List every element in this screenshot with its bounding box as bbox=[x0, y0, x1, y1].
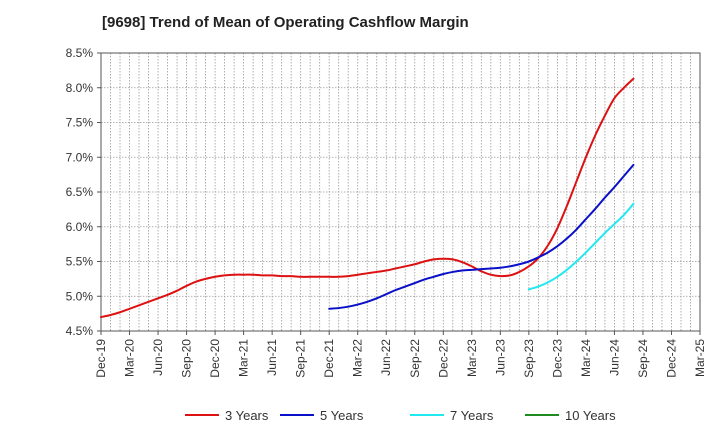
x-tick-label: Mar-21 bbox=[237, 339, 251, 377]
x-tick-label: Jun-21 bbox=[265, 339, 279, 376]
x-tick-label: Sep-24 bbox=[636, 339, 650, 378]
y-tick-label: 6.0% bbox=[66, 220, 94, 234]
grid-layer bbox=[101, 52, 700, 332]
x-tick-label: Mar-24 bbox=[579, 339, 593, 377]
x-tick-label: Jun-22 bbox=[379, 339, 393, 376]
y-tick-label: 5.0% bbox=[66, 289, 94, 303]
axis-layer: 4.5% 5.0% 5.5% 6.0% 6.5% 7.0% 7.5% 8.0% 8.5% Dec-… bbox=[66, 46, 707, 378]
x-tick-label: Dec-20 bbox=[208, 339, 222, 378]
x-tick-label: Dec-22 bbox=[436, 339, 450, 378]
legend-label-10-years: 10 Years bbox=[565, 408, 616, 423]
series-line-7-years bbox=[527, 202, 635, 291]
x-tick-label: Sep-21 bbox=[294, 339, 308, 378]
x-tick-label: Mar-22 bbox=[351, 339, 365, 377]
x-tick-label: Sep-22 bbox=[408, 339, 422, 378]
x-tick-label: Dec-23 bbox=[550, 339, 564, 378]
x-tick-label: Dec-21 bbox=[322, 339, 336, 378]
chart-title: [9698] Trend of Mean of Operating Cashfl… bbox=[102, 14, 469, 31]
x-tick-label: Jun-20 bbox=[151, 339, 165, 376]
x-tick-label: Dec-24 bbox=[664, 339, 678, 378]
x-tick-label: Mar-20 bbox=[123, 339, 137, 377]
y-tick-label: 6.5% bbox=[66, 185, 94, 199]
y-tick-label: 8.0% bbox=[66, 81, 94, 95]
x-tick-label: Jun-24 bbox=[607, 339, 621, 376]
x-tick-label: Sep-23 bbox=[522, 339, 536, 378]
y-tick-label: 8.5% bbox=[66, 46, 94, 60]
series-line-3-years bbox=[100, 77, 635, 319]
x-tick-label: Sep-20 bbox=[180, 339, 194, 378]
legend-label-5-years: 5 Years bbox=[320, 408, 364, 423]
x-tick-label: Jun-23 bbox=[493, 339, 507, 376]
series-line-5-years bbox=[328, 163, 635, 310]
y-tick-label: 5.5% bbox=[66, 255, 94, 269]
series-layer bbox=[100, 77, 635, 319]
x-tick-label: Mar-25 bbox=[693, 339, 707, 377]
legend-label-3-years: 3 Years bbox=[225, 408, 269, 423]
x-tick-label: Dec-19 bbox=[94, 339, 108, 378]
legend-layer: 3 Years 5 Years 7 Years 10 Years bbox=[185, 408, 616, 423]
legend-label-7-years: 7 Years bbox=[450, 408, 494, 423]
y-tick-label: 7.0% bbox=[66, 150, 94, 164]
x-tick-label: Mar-23 bbox=[465, 339, 479, 377]
y-tick-label: 7.5% bbox=[66, 116, 94, 130]
y-tick-label: 4.5% bbox=[66, 324, 94, 338]
